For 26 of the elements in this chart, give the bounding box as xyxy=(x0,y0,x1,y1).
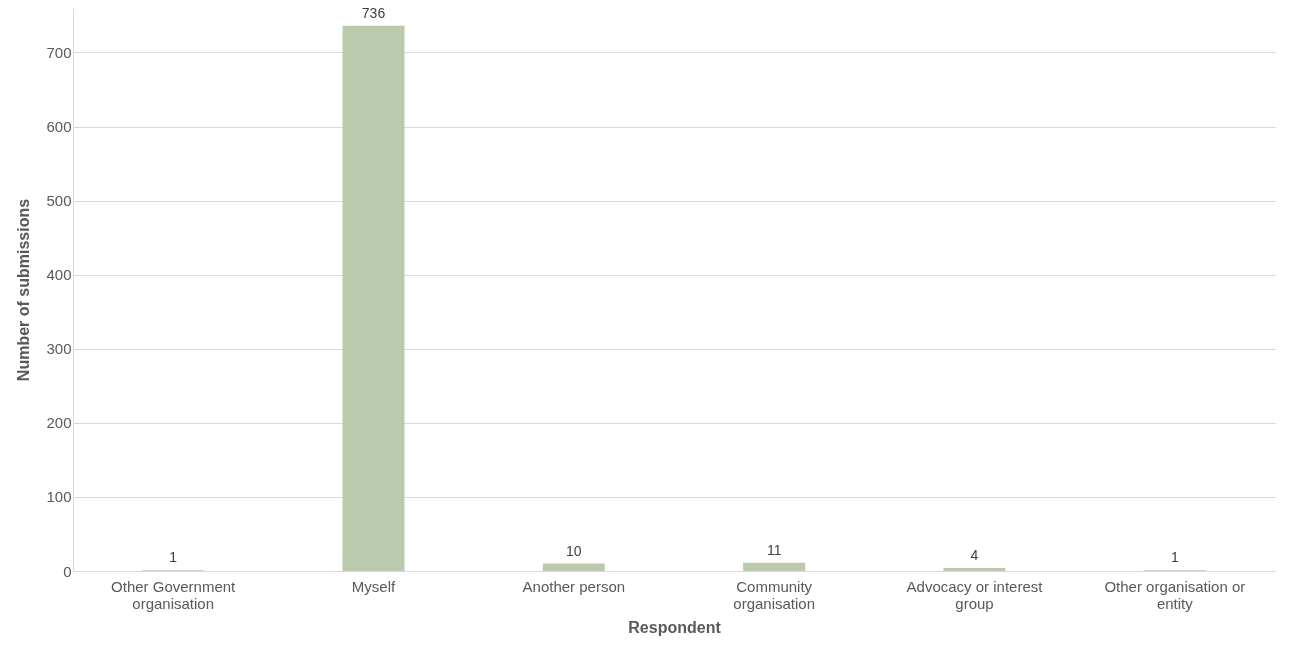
x-tick-label: Advocacy or interest group xyxy=(906,577,1044,612)
y-tick-label: 0 xyxy=(63,562,72,580)
bar xyxy=(743,562,806,571)
x-tick-label: Another person xyxy=(522,577,626,595)
x-tick-label: Community organisation xyxy=(733,577,816,612)
y-tick-label: 200 xyxy=(46,414,72,432)
y-tick-label: 500 xyxy=(46,192,72,210)
data-label: 736 xyxy=(361,4,386,21)
data-label: 10 xyxy=(566,542,582,559)
bar xyxy=(943,568,1006,571)
y-tick-label: 700 xyxy=(46,43,72,61)
data-label: 4 xyxy=(970,547,979,564)
y-tick-label: 300 xyxy=(46,340,72,358)
x-tick-label: Other Government organisation xyxy=(111,577,237,612)
x-axis-title: Respondent xyxy=(628,618,722,636)
y-tick-label: 400 xyxy=(46,266,72,284)
data-label: 11 xyxy=(766,541,782,558)
bar xyxy=(542,563,605,571)
y-axis-title: Number of submissions xyxy=(15,198,33,382)
y-tick-label: 600 xyxy=(46,118,72,136)
bar xyxy=(342,25,405,571)
x-tick-label: Other organisation or entity xyxy=(1104,577,1246,612)
data-label: 1 xyxy=(1170,549,1179,566)
y-tick-label: 100 xyxy=(46,488,72,506)
x-tick-label: Myself xyxy=(351,577,396,595)
data-label: 1 xyxy=(169,549,178,566)
